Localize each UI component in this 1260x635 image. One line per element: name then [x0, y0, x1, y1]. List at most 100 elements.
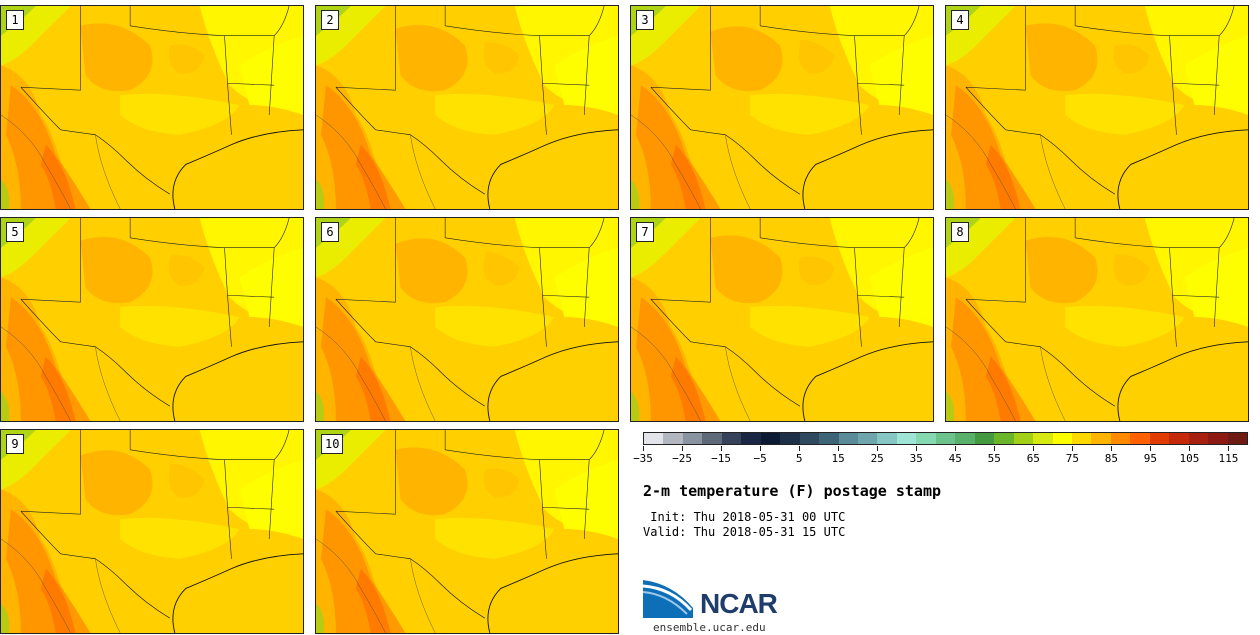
- colorbar-tick: [877, 446, 879, 451]
- colorbar-tick: [1033, 446, 1035, 451]
- panel-label: 9: [6, 434, 24, 454]
- colorbar-segment: [663, 433, 683, 444]
- colorbar-tick-label: −5: [753, 452, 767, 465]
- colorbar-segment: [1013, 433, 1034, 444]
- colorbar-segment: [916, 433, 936, 444]
- temperature-map: [631, 6, 933, 209]
- map-panel: 10: [315, 429, 619, 634]
- colorbar-segment: [1227, 433, 1248, 444]
- colorbar-tick: [682, 446, 684, 451]
- colorbar-segment: [1033, 433, 1053, 444]
- temperature-map: [1, 6, 303, 209]
- colorbar-tick-label: −15: [711, 452, 731, 465]
- colorbar-segment: [974, 433, 995, 444]
- colorbar-segment: [702, 433, 722, 444]
- colorbar-tick-label: 15: [831, 452, 845, 465]
- temperature-map: [316, 6, 618, 209]
- colorbar-tick-label: 95: [1143, 452, 1158, 465]
- temperature-map: [946, 6, 1248, 209]
- colorbar-tick-label: 25: [870, 452, 884, 465]
- map-panel: 3: [630, 5, 934, 210]
- temperature-map: [1, 218, 303, 421]
- map-panel: 9: [0, 429, 304, 634]
- colorbar-tick: [760, 446, 762, 451]
- ncar-logo-icon: [643, 580, 693, 618]
- colorbar-segment: [877, 433, 897, 444]
- colorbar-segment: [1188, 433, 1209, 444]
- colorbar: [643, 432, 1248, 445]
- colorbar-tick: [838, 446, 840, 451]
- map-panel: 1: [0, 5, 304, 210]
- panel-label: 3: [636, 10, 654, 30]
- colorbar-segment: [1149, 433, 1170, 444]
- colorbar-segment: [857, 433, 878, 444]
- colorbar-tick-label: 65: [1026, 452, 1040, 465]
- colorbar-tick: [799, 446, 801, 451]
- map-panel: 4: [945, 5, 1249, 210]
- colorbar-tick: [1189, 446, 1191, 451]
- panel-label: 10: [321, 434, 344, 454]
- colorbar-tick: [1228, 446, 1230, 451]
- panel-label: 7: [636, 222, 654, 242]
- colorbar-segment: [1091, 433, 1111, 444]
- panel-label: 6: [321, 222, 339, 242]
- colorbar-tick: [1150, 446, 1152, 451]
- map-panel: 7: [630, 217, 934, 422]
- ncar-logo-text: NCAR: [700, 588, 778, 619]
- map-panel: 6: [315, 217, 619, 422]
- colorbar-tick: [1072, 446, 1074, 451]
- colorbar-segment: [935, 433, 956, 444]
- panel-label: 8: [951, 222, 969, 242]
- colorbar-segment: [1169, 433, 1189, 444]
- panel-label: 2: [321, 10, 339, 30]
- panel-label: 4: [951, 10, 969, 30]
- panel-label: 1: [6, 10, 24, 30]
- map-panel: 5: [0, 217, 304, 422]
- colorbar-tick-label: −25: [672, 452, 692, 465]
- colorbar-tick-label: 105: [1179, 452, 1200, 465]
- colorbar-tick-label: 55: [987, 452, 1001, 465]
- colorbar-tick-label: 75: [1065, 452, 1079, 465]
- colorbar-segment: [1071, 433, 1092, 444]
- colorbar-segment: [1052, 433, 1072, 444]
- plot-title: 2-m temperature (F) postage stamp: [643, 482, 942, 500]
- colorbar-segment: [1208, 433, 1228, 444]
- map-panel: 8: [945, 217, 1249, 422]
- panel-label: 5: [6, 222, 24, 242]
- temperature-map: [316, 430, 618, 633]
- colorbar-segment: [955, 433, 975, 444]
- init-time: Init: Thu 2018-05-31 00 UTC: [643, 510, 846, 524]
- logo-url: ensemble.ucar.edu: [653, 621, 766, 634]
- colorbar-segment: [682, 433, 703, 444]
- colorbar-segment: [819, 433, 839, 444]
- colorbar-tick: [916, 446, 918, 451]
- colorbar-tick-label: −35: [633, 452, 653, 465]
- colorbar-tick-label: 5: [795, 452, 803, 465]
- colorbar-segment: [799, 433, 820, 444]
- colorbar-tick: [1111, 446, 1113, 451]
- colorbar-segment: [838, 433, 858, 444]
- colorbar-tick: [643, 446, 644, 451]
- temperature-map: [946, 218, 1248, 421]
- colorbar-tick-label: 45: [948, 452, 962, 465]
- colorbar-segment: [644, 433, 664, 444]
- colorbar-segment: [760, 433, 781, 444]
- colorbar-segment: [896, 433, 917, 444]
- colorbar-segment: [721, 433, 742, 444]
- colorbar-tick: [721, 446, 723, 451]
- colorbar-tick-label: 85: [1104, 452, 1118, 465]
- colorbar-segment: [1130, 433, 1150, 444]
- colorbar-segment: [1110, 433, 1131, 444]
- colorbar-ticks: −35 −25 −15 −5 5 15 25 35 45 55 65 75 85 95 105 115: [633, 446, 1248, 466]
- colorbar-segment: [780, 433, 800, 444]
- colorbar-tick-label: 35: [909, 452, 923, 465]
- colorbar-tick-label: 115: [1218, 452, 1239, 465]
- colorbar-segment: [994, 433, 1014, 444]
- valid-time: Valid: Thu 2018-05-31 15 UTC: [643, 525, 846, 539]
- map-panel: 2: [315, 5, 619, 210]
- colorbar-tick: [955, 446, 957, 451]
- colorbar-tick: [994, 446, 996, 451]
- temperature-map: [1, 430, 303, 633]
- temperature-map: [631, 218, 933, 421]
- colorbar-segment: [741, 433, 761, 444]
